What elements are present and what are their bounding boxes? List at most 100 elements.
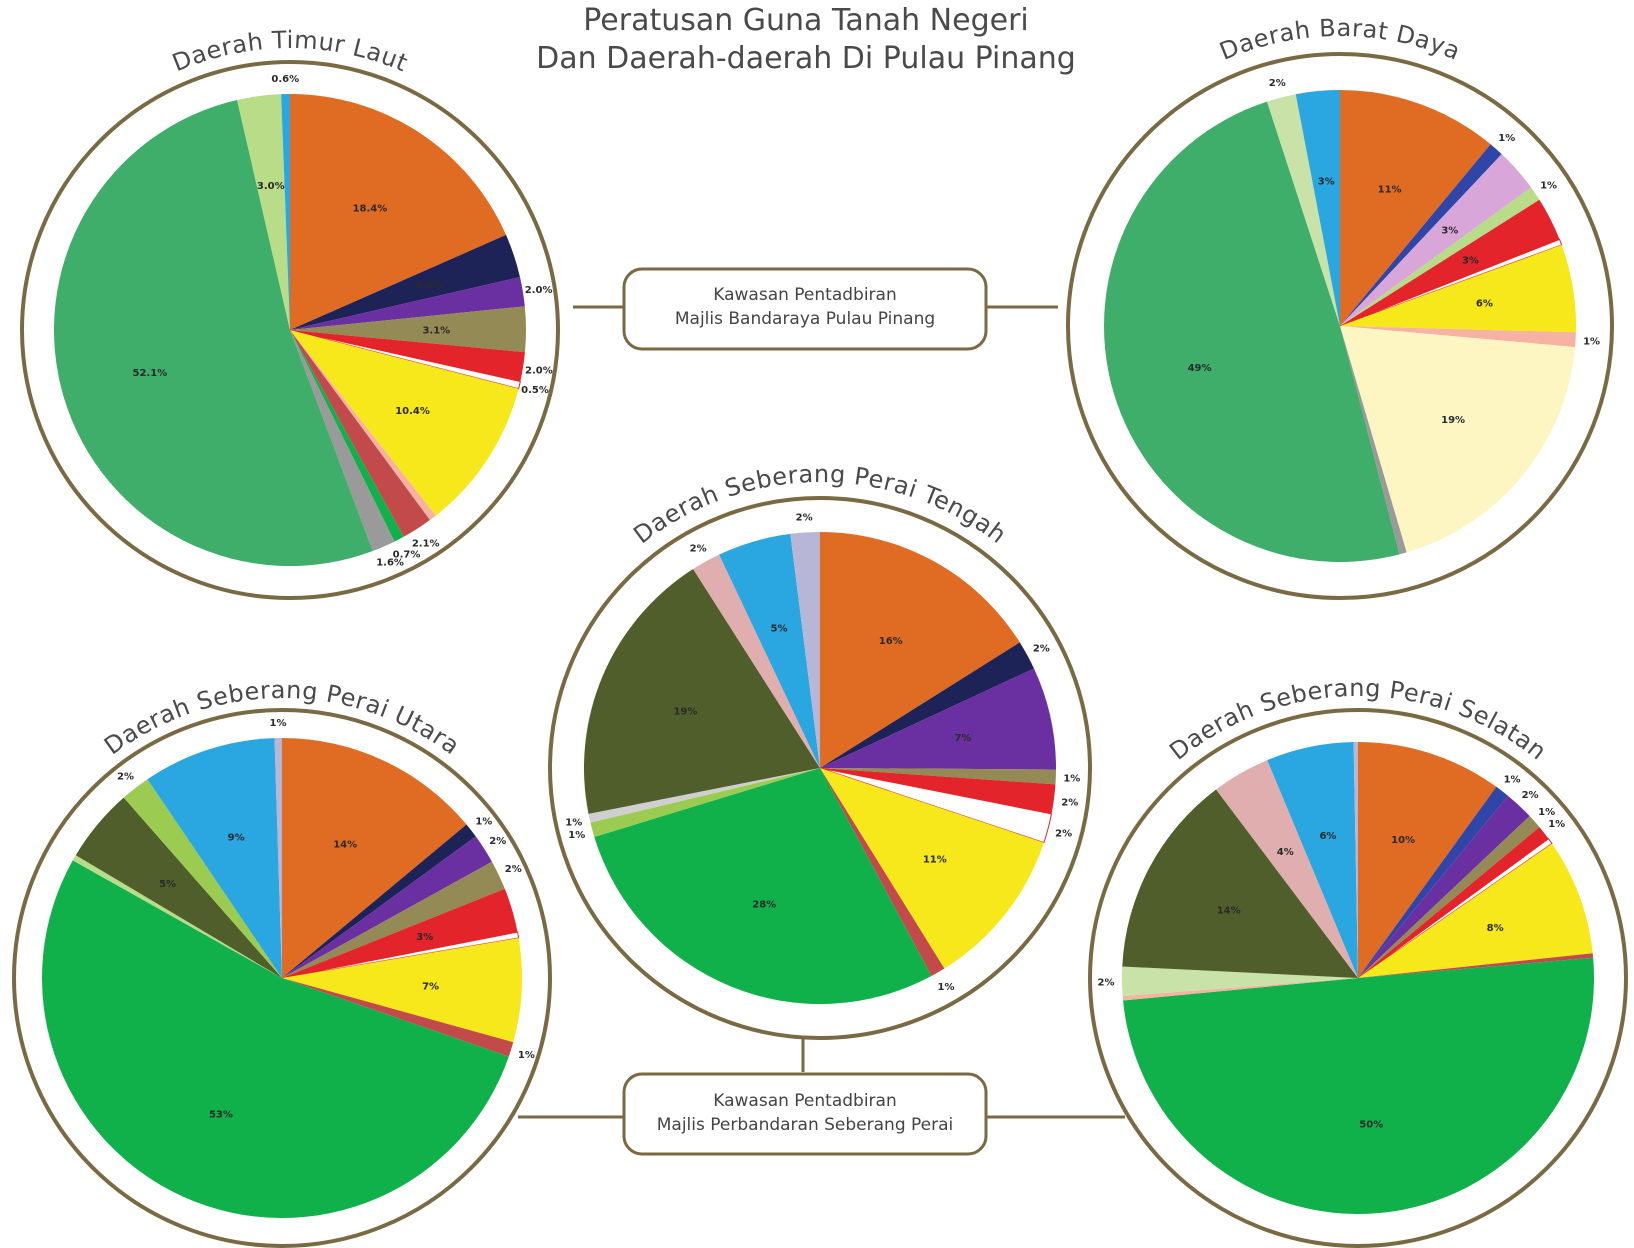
- slice-label: 2%: [1522, 790, 1539, 801]
- pie-slice: [1340, 144, 1502, 326]
- pie-slice: [72, 855, 282, 978]
- pie-slice: [820, 768, 1056, 785]
- slice-label: 0.6%: [271, 74, 299, 85]
- pie-slice: [147, 738, 282, 978]
- pie-slice: [290, 234, 520, 330]
- slice-label: 50%: [1359, 1120, 1383, 1131]
- slice-label: 5%: [771, 624, 788, 635]
- slice-label: 2%: [117, 771, 134, 782]
- mpsp-box-line1: Kawasan Pentadbiran: [713, 1091, 897, 1111]
- pie-slice: [123, 779, 283, 978]
- slice-label: 9%: [228, 832, 245, 843]
- pie-slice: [790, 532, 820, 768]
- pie-slice: [282, 888, 518, 978]
- pie-slice: [1357, 838, 1553, 979]
- mpsp-admin-box: Kawasan Pentadbiran Majlis Perbandaran S…: [622, 1072, 988, 1156]
- slice-label: 6%: [1476, 298, 1493, 309]
- pie-slice: [274, 738, 282, 978]
- slice-label: 10%: [1391, 835, 1415, 846]
- slice-label: 8%: [1487, 923, 1504, 934]
- pie-slice: [281, 94, 290, 330]
- slice-label: 3%: [416, 932, 433, 943]
- pie-slice: [290, 277, 525, 330]
- slice-label: 3%: [1441, 225, 1458, 236]
- slice-label: 3%: [1318, 176, 1335, 187]
- slice-label: 1%: [938, 982, 955, 993]
- slice-label: 2%: [1269, 78, 1286, 89]
- slice-label: 7%: [954, 733, 971, 744]
- slice-label: 1%: [568, 830, 585, 841]
- pie-slice: [819, 767, 1053, 844]
- pie-slice: [1339, 238, 1563, 327]
- slice-label: 14%: [333, 839, 357, 850]
- slice-label: 2.1%: [412, 538, 440, 549]
- slice-label: 2.0%: [525, 365, 553, 376]
- slice-label: 11%: [1378, 184, 1402, 195]
- slice-label: 6%: [1319, 831, 1336, 842]
- slice-label: 5%: [159, 879, 176, 890]
- slice-label: 1%: [1498, 133, 1515, 144]
- mbpp-box-line1: Kawasan Pentadbiran: [713, 285, 897, 305]
- slice-label: 0.5%: [521, 385, 549, 396]
- pie-slice: [1295, 90, 1340, 326]
- slice-label: 1%: [518, 1050, 535, 1061]
- pie-slice: [1122, 978, 1358, 1001]
- slice-label: 2%: [796, 513, 813, 524]
- slice-label: 4%: [1277, 847, 1294, 858]
- slice-label: 0.7%: [393, 549, 421, 560]
- pie-slice: [290, 330, 519, 516]
- pie-slice: [290, 330, 395, 552]
- slice-label: 2%: [1033, 644, 1050, 655]
- slice-label: 2%: [1055, 828, 1072, 839]
- pie-slice: [820, 532, 1020, 768]
- pie-slice: [1340, 326, 1576, 553]
- pie-slice: [594, 768, 932, 1005]
- pie-slice: [282, 937, 523, 1043]
- pie-slice: [282, 836, 492, 978]
- pie-slice: [290, 306, 526, 353]
- pie-slice: [1358, 827, 1549, 978]
- pie-slice: [282, 861, 505, 978]
- slice-label: 19%: [673, 707, 697, 718]
- pie-slice: [289, 329, 521, 390]
- pie-slice: [237, 94, 290, 330]
- slice-label: 1%: [1504, 775, 1521, 786]
- slice-label: 2%: [1098, 978, 1115, 989]
- pie-slice: [41, 860, 509, 1218]
- slice-label: 19%: [1441, 415, 1465, 426]
- slice-label: 1%: [1583, 337, 1600, 348]
- pie-slice: [290, 330, 436, 521]
- pie-slice: [290, 94, 506, 330]
- pie-slice: [1340, 154, 1532, 326]
- pie-slice: [1340, 326, 1407, 555]
- pie-slice: [1123, 957, 1595, 1215]
- pie-slice: [1358, 843, 1593, 978]
- slice-label: 3.0%: [415, 280, 443, 291]
- slice-label: 2%: [1061, 797, 1078, 808]
- slice-label: 14%: [1217, 906, 1241, 917]
- pie-slice: [583, 569, 820, 814]
- slice-label: 3%: [1462, 256, 1479, 267]
- pie-slice: [282, 738, 467, 978]
- pie-slice: [1267, 94, 1340, 326]
- slice-label: 18.4%: [353, 203, 388, 214]
- slice-label: 1%: [269, 718, 286, 729]
- slice-label: 11%: [923, 855, 947, 866]
- pie-slice: [53, 100, 373, 566]
- slice-label: 1%: [565, 818, 582, 829]
- pie-slice: [1104, 101, 1400, 562]
- slice-label: 3.0%: [257, 181, 285, 192]
- pie-slice: [693, 554, 820, 768]
- pie-slice: [820, 768, 945, 977]
- pie-spt: Daerah Seberang Perai Tengah16%2%7%1%2%2…: [548, 460, 1092, 1040]
- pie-slice: [1353, 742, 1358, 978]
- pie-slice: [290, 330, 430, 537]
- pie-slice: [1267, 742, 1358, 978]
- pie-slice: [75, 797, 282, 978]
- slice-label: 1%: [1548, 819, 1565, 830]
- slice-label: 1%: [475, 817, 492, 828]
- pie-slice: [590, 768, 820, 837]
- pie-slice: [1340, 90, 1491, 326]
